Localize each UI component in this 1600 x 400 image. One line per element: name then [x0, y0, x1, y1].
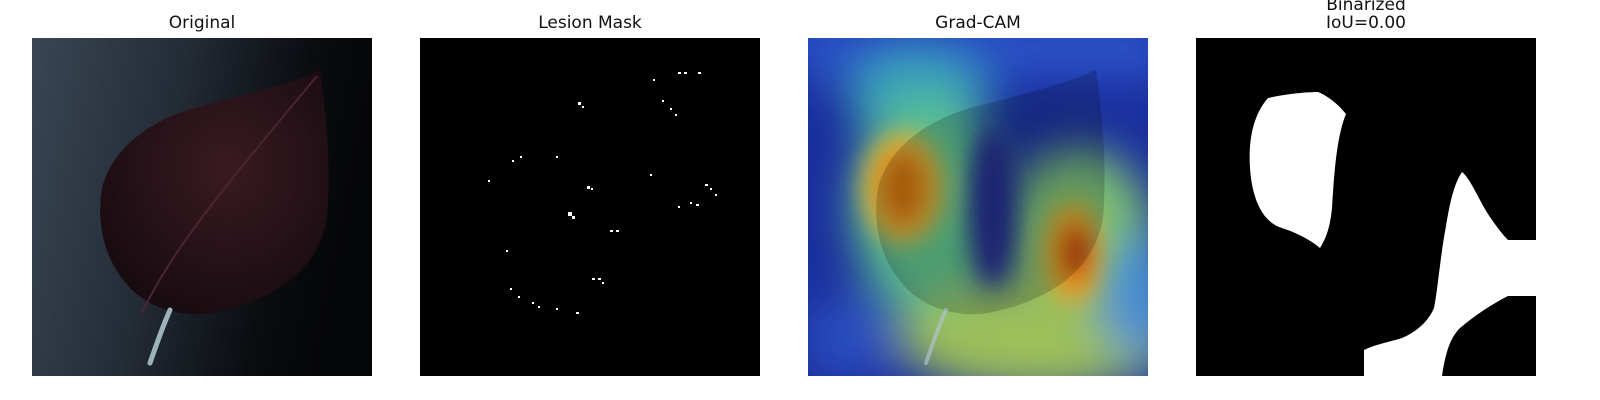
panel-grad-cam: Grad-CAM — [808, 0, 1148, 400]
panel-title-lesion-mask: Lesion Mask — [538, 13, 642, 33]
panel-title-binarized: Binarized — [1326, 0, 1406, 15]
panel-original: Original — [32, 0, 372, 400]
original-image — [32, 38, 372, 376]
grad-cam-heatmap — [808, 38, 1148, 376]
panel-binarized: Binarized IoU=0.00 — [1196, 0, 1536, 400]
panel-title-original: Original — [168, 13, 236, 33]
panel-title-grad-cam: Grad-CAM — [935, 13, 1021, 33]
lesion-mask-dots — [420, 38, 760, 376]
lesion-mask-image — [420, 38, 760, 376]
grad-cam-image — [808, 38, 1148, 376]
original-leaf-photo — [32, 38, 372, 376]
binarized-mask — [1196, 38, 1536, 376]
panel-subtitle-iou: IoU=0.00 — [1326, 13, 1406, 33]
panel-lesion-mask: Lesion Mask — [420, 0, 760, 400]
binarized-image — [1196, 38, 1536, 376]
